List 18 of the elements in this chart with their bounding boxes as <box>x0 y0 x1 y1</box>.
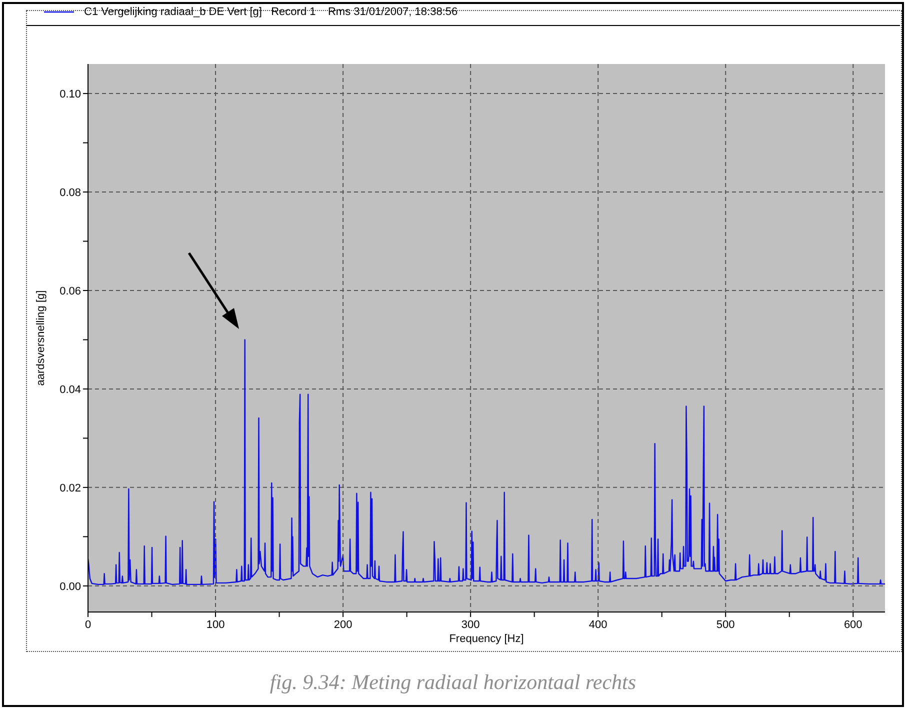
legend-label: C1 Vergelijking radiaal_b DE Vert [g] Record 1 Rms 31/01/2007, 18:38:56 <box>84 6 458 18</box>
y-axis-title: aardsversnelling [g] <box>34 290 47 386</box>
y-tick-label: 0.10 <box>60 88 81 100</box>
x-tick-label: 500 <box>716 619 735 631</box>
x-tick-label: 600 <box>844 619 862 631</box>
caption: fig. 9.34: Meting radiaal horizontaal rechts <box>268 670 638 695</box>
y-tick-label: 0.08 <box>60 186 81 199</box>
x-tick-label: 100 <box>206 619 225 631</box>
line-series <box>88 339 885 586</box>
x-tick-label: 300 <box>461 619 480 631</box>
y-tick-label: 0.06 <box>60 285 81 298</box>
x-tick-label: 400 <box>588 619 608 631</box>
x-tick-label: 0 <box>84 619 92 631</box>
y-tick-label: 0.00 <box>60 580 81 593</box>
y-tick-label: 0.02 <box>60 482 81 494</box>
x-tick-label: 200 <box>334 619 352 631</box>
y-tick-label: 0.04 <box>60 384 81 396</box>
x-axis-title: Frequency [Hz] <box>449 633 524 645</box>
